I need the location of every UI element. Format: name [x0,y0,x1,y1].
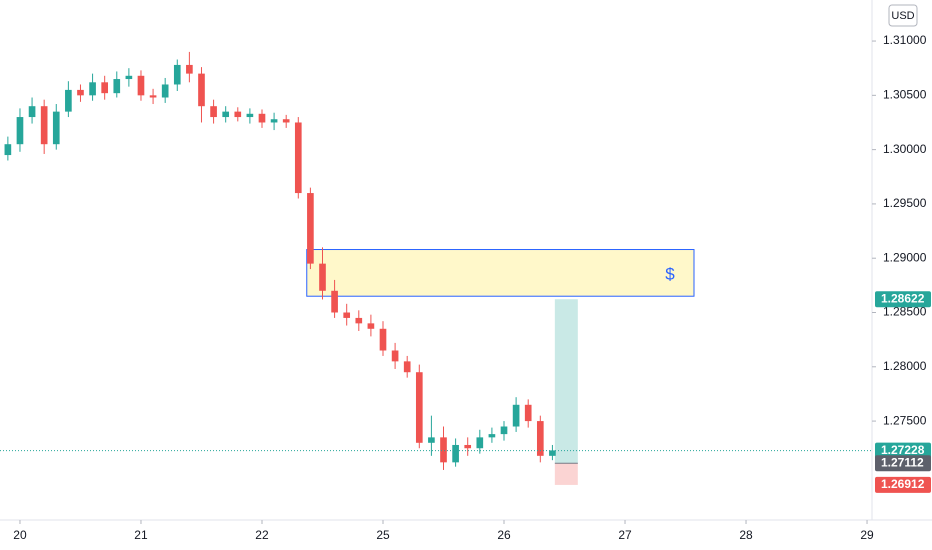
candle-body [113,79,121,94]
price-badge-label: 1.27112 [881,455,924,469]
candle-body [137,75,145,96]
candle-body [258,113,266,123]
candle-body [440,437,447,463]
candle-body [319,263,326,291]
zone-label: $ [665,264,675,283]
candle-body [488,434,496,438]
candle-body [149,95,157,98]
candle-body [500,426,508,435]
candle-body [355,317,363,324]
price-badge-label: 1.28622 [881,291,925,305]
x-tick-label: 27 [618,528,632,542]
candle-body [536,421,544,456]
candle-body [307,193,314,264]
candle-body [270,119,278,123]
candle-body [210,106,217,118]
candle-body [403,361,411,373]
y-tick-label: 1.30000 [883,142,927,156]
candle-body [234,111,242,118]
candle-body [331,290,338,313]
y-tick-label: 1.30500 [883,88,927,102]
zone [306,249,695,297]
candle-body [186,64,193,74]
candle-body [367,323,375,329]
candle-body [101,82,109,94]
candle-body [161,84,169,98]
candle-body [452,444,459,463]
candle-body [464,444,472,449]
x-tick-label: 20 [13,528,27,542]
candle-body [198,73,205,107]
candle-body [28,106,36,118]
candle-body [89,82,96,96]
candle-body [65,89,72,112]
candle-body [246,113,254,118]
price-badge [875,455,931,472]
candle-body [40,106,48,145]
candle-body [282,119,290,123]
candle-body [294,122,302,194]
y-tick-label: 1.29500 [883,196,927,210]
profit-zone [554,299,578,464]
candle-body [549,450,556,456]
x-tick-label: 29 [860,528,874,542]
candle-body [222,111,230,118]
price-badge-label: 1.26912 [881,477,925,491]
y-tick-label: 1.28000 [883,359,927,373]
currency-box[interactable] [888,4,918,27]
candle-body [52,111,60,145]
candle-body [391,350,399,362]
x-tick-label: 21 [134,528,148,542]
candle-body [379,328,387,351]
price-badge [875,291,931,308]
price-badge-label: 1.27228 [881,443,925,457]
x-tick-label: 22 [255,528,269,542]
candle-body [16,117,24,145]
candle-body [476,437,484,449]
candle-body [512,404,520,427]
loss-zone [554,463,578,485]
candle-body [415,372,423,443]
price-badge [875,476,931,493]
y-tick-label: 1.29000 [883,250,927,264]
candle-body [77,89,84,96]
candle-body [125,75,133,80]
candle-body [428,437,435,443]
candle-body [4,144,12,156]
x-tick-label: 25 [376,528,390,542]
x-tick-label: 28 [739,528,753,542]
y-tick-label: 1.28500 [883,305,927,319]
y-tick-label: 1.27500 [883,413,927,427]
candle-body [343,312,351,318]
candle-body [173,64,181,85]
y-tick-label: 1.31000 [883,33,927,47]
x-tick-label: 26 [497,528,511,542]
currency: USD [891,10,914,22]
candle-body [524,404,532,422]
